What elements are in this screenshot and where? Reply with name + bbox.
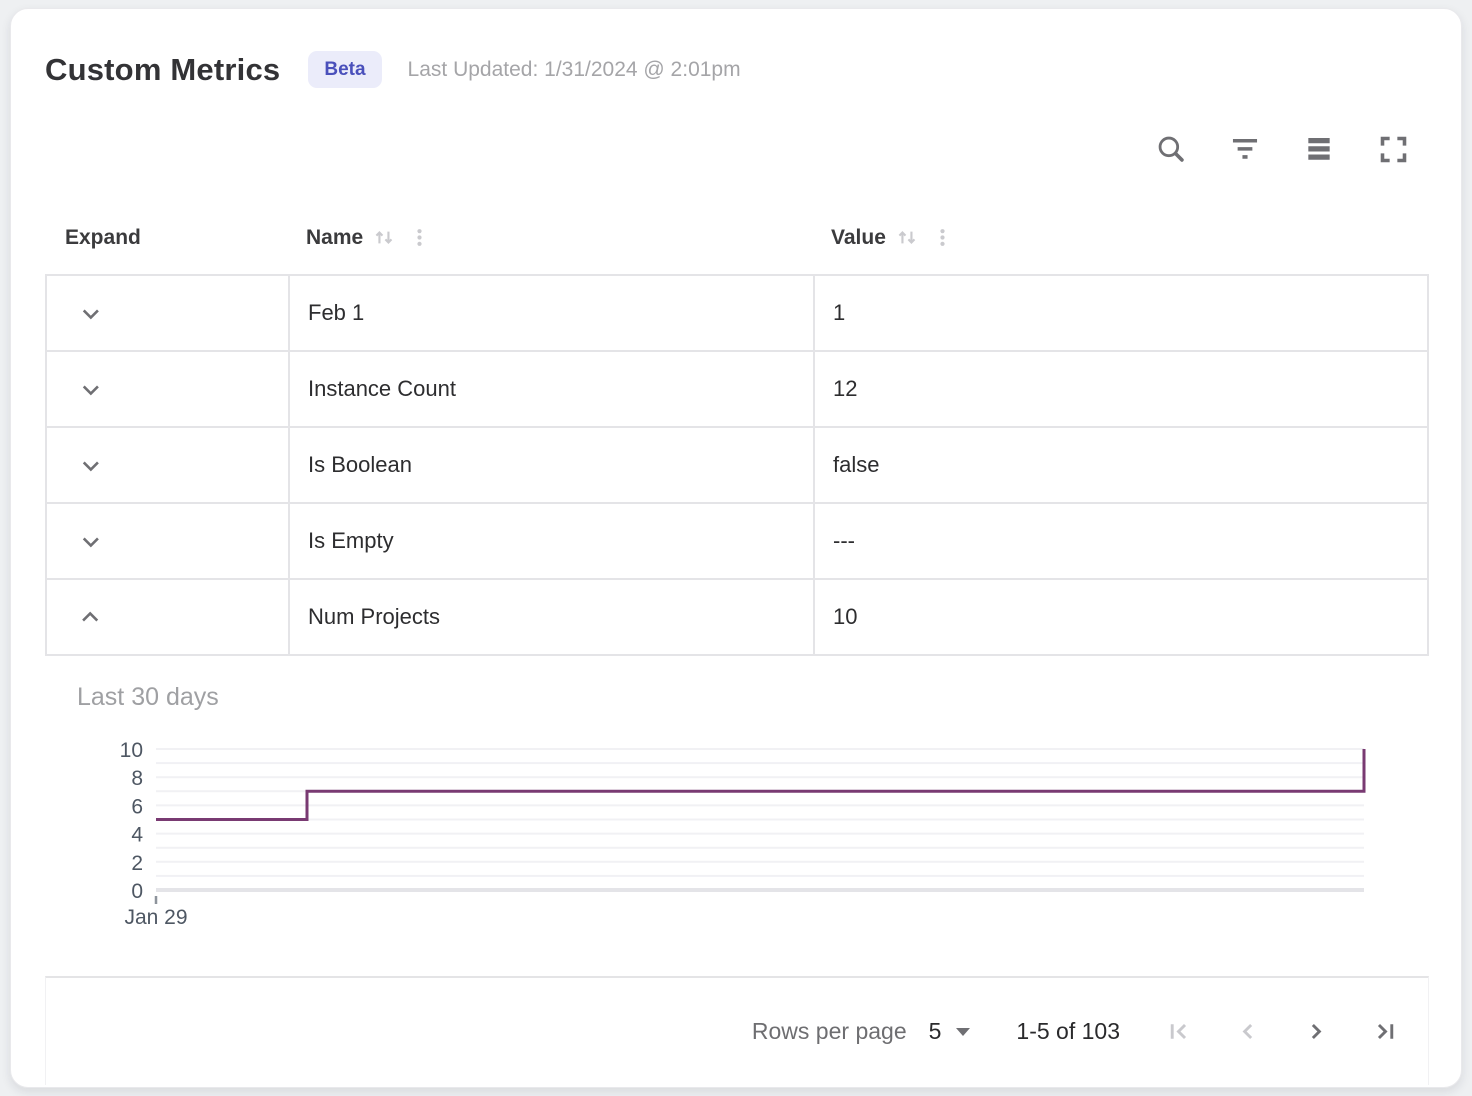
metric-name-cell: Is Boolean — [288, 428, 813, 502]
expand-row-button[interactable] — [71, 446, 110, 485]
expand-row-button[interactable] — [71, 294, 110, 333]
metric-value-cell: 10 — [813, 580, 1427, 654]
table-toolbar — [1153, 131, 1411, 167]
expand-row-button[interactable] — [71, 522, 110, 561]
expand-row-button[interactable] — [71, 370, 110, 409]
collapse-row-button[interactable] — [71, 598, 110, 637]
filter-button[interactable] — [1227, 131, 1263, 167]
column-header-name[interactable]: Name — [288, 224, 813, 251]
expand-cell — [47, 276, 288, 350]
column-label: Value — [831, 225, 886, 249]
pagination-nav — [1162, 1015, 1402, 1048]
metric-value-cell: 12 — [813, 352, 1427, 426]
fullscreen-icon — [1380, 136, 1406, 162]
column-menu-button[interactable] — [931, 226, 954, 249]
sort-icon — [375, 231, 393, 244]
search-icon — [1158, 136, 1184, 162]
chevron-down-icon — [82, 537, 99, 547]
last-page-button[interactable] — [1369, 1015, 1402, 1048]
rows-per-page-select[interactable]: 5 — [929, 1018, 971, 1045]
search-button[interactable] — [1153, 131, 1189, 167]
table-header-row: Expand Name Value — [45, 201, 1429, 274]
table-row: Is Empty --- — [47, 502, 1427, 578]
metric-trend-chart: 0 2 4 6 8 10 Jan 29 — [120, 739, 1366, 929]
density-icon — [1308, 138, 1330, 160]
table-row: Instance Count 12 — [47, 350, 1427, 426]
expand-cell — [47, 504, 288, 578]
detail-panel-title: Last 30 days — [77, 683, 219, 711]
previous-page-button[interactable] — [1231, 1015, 1264, 1048]
first-page-icon — [1170, 1023, 1187, 1040]
svg-text:4: 4 — [131, 824, 143, 847]
rows-per-page-label: Rows per page — [751, 1018, 907, 1044]
kebab-menu-icon — [417, 229, 422, 246]
fullscreen-button[interactable] — [1375, 131, 1411, 167]
metric-value-cell: 1 — [813, 276, 1427, 350]
kebab-menu-icon — [940, 229, 945, 246]
column-header-expand: Expand — [45, 226, 288, 250]
svg-text:Jan 29: Jan 29 — [124, 906, 187, 929]
svg-text:10: 10 — [120, 739, 143, 762]
last-updated-text: Last Updated: 1/31/2024 @ 2:01pm — [407, 57, 741, 81]
chevron-down-icon — [82, 309, 99, 319]
column-header-value[interactable]: Value — [813, 224, 1429, 251]
custom-metrics-card: Custom Metrics Beta Last Updated: 1/31/2… — [10, 8, 1462, 1088]
chevron-right-icon — [1311, 1023, 1322, 1040]
header: Custom Metrics Beta Last Updated: 1/31/2… — [45, 51, 741, 88]
filter-icon — [1232, 139, 1258, 159]
first-page-button[interactable] — [1162, 1015, 1195, 1048]
detail-panel-chart: 0 2 4 6 8 10 Jan 29 — [45, 735, 1385, 940]
expand-cell — [47, 352, 288, 426]
pagination-range-label: 1-5 of 103 — [1016, 1018, 1120, 1044]
chevron-down-icon — [82, 461, 99, 471]
density-button[interactable] — [1301, 131, 1337, 167]
svg-text:6: 6 — [131, 795, 143, 818]
svg-text:0: 0 — [131, 880, 143, 903]
expand-cell — [47, 580, 288, 654]
column-label: Name — [306, 225, 364, 249]
sort-icon — [898, 231, 916, 244]
chevron-left-icon — [1242, 1023, 1253, 1040]
pagination-footer: Rows per page 5 1-5 of 103 — [45, 976, 1429, 1085]
metric-name-cell: Instance Count — [288, 352, 813, 426]
svg-text:2: 2 — [131, 852, 143, 875]
rows-per-page-value: 5 — [928, 1018, 942, 1044]
metric-name-cell: Feb 1 — [288, 276, 813, 350]
svg-text:8: 8 — [131, 767, 143, 790]
table-body: Feb 1 1 Instance Count 12 — [45, 274, 1429, 656]
metric-value-cell: false — [813, 428, 1427, 502]
table-row: Is Boolean false — [47, 426, 1427, 502]
metric-name-cell: Is Empty — [288, 504, 813, 578]
table-row: Num Projects 10 — [47, 578, 1427, 654]
last-page-icon — [1377, 1023, 1394, 1040]
chevron-down-icon — [82, 385, 99, 395]
column-label: Expand — [65, 225, 141, 249]
metric-name-cell: Num Projects — [288, 580, 813, 654]
chevron-down-icon — [82, 611, 99, 621]
page-title: Custom Metrics — [45, 51, 281, 87]
table-row: Feb 1 1 — [47, 276, 1427, 350]
caret-down-icon — [956, 1027, 971, 1036]
beta-badge: Beta — [308, 51, 382, 88]
column-menu-button[interactable] — [408, 226, 431, 249]
next-page-button[interactable] — [1300, 1015, 1333, 1048]
expand-cell — [47, 428, 288, 502]
metric-value-cell: --- — [813, 504, 1427, 578]
